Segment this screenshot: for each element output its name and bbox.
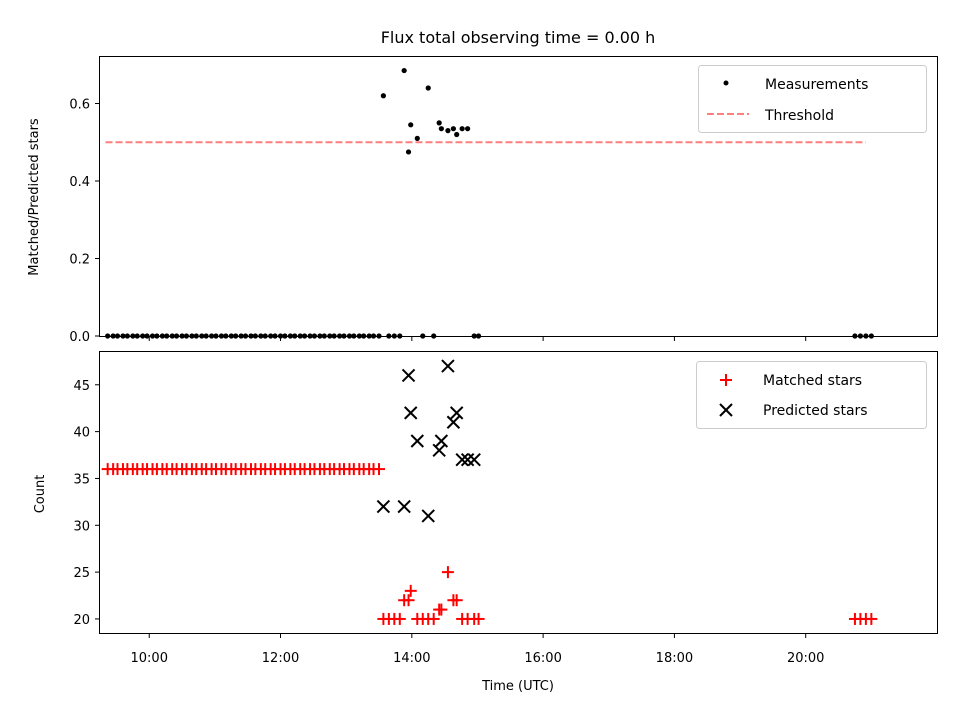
top-panel: 0.0 0.2 0.4 0.6 Matched/Predicted stars Mea… — [27, 56, 938, 345]
bottom-legend-box — [696, 361, 927, 429]
matched-star-point — [441, 566, 454, 579]
bottom-x-tick-label: 10:00 — [131, 651, 168, 666]
bottom-panel: 20 25 30 35 40 45 10:00 12:00 14:00 16:00 18:00 20… — [33, 351, 938, 694]
measurement-point — [425, 85, 431, 91]
bottom-plot-marks — [101, 359, 878, 625]
predicted-star-point — [449, 406, 464, 420]
legend-matched-label: Matched stars — [763, 373, 862, 389]
predicted-star-point — [376, 499, 391, 514]
predicted-star-point — [446, 415, 461, 429]
bottom-y-tick-label: 45 — [73, 379, 90, 394]
bottom-y-ticks: 20 25 30 35 40 45 — [73, 379, 100, 628]
bottom-y-tick-label: 25 — [73, 566, 90, 581]
legend-threshold-label: Threshold — [764, 108, 834, 124]
matched-star-point — [427, 612, 440, 625]
predicted-star-point — [421, 509, 435, 523]
measurement-point — [401, 67, 407, 74]
predicted-star-point — [467, 453, 481, 467]
legend-measurements-marker — [723, 80, 729, 86]
bottom-y-tick-label: 40 — [73, 426, 90, 441]
top-y-ticks: 0.0 0.2 0.4 0.6 — [69, 98, 100, 345]
matched-star-point — [450, 594, 463, 607]
matched-star-point — [472, 612, 485, 625]
x-axis-label: Time (UTC) — [481, 679, 554, 694]
predicted-star-point — [460, 453, 475, 467]
top-y-tick-label: 0.2 — [69, 253, 90, 268]
predicted-star-point — [410, 434, 425, 448]
predicted-star-point — [441, 359, 455, 373]
matched-star-point — [402, 594, 415, 607]
top-y-tick-label: 0.0 — [69, 330, 90, 345]
legend-predicted-label: Predicted stars — [763, 403, 868, 419]
bottom-x-tick-label: 12:00 — [262, 651, 299, 666]
bottom-x-ticks: 10:00 12:00 14:00 16:00 18:00 20:00 — [131, 633, 824, 666]
bottom-x-tick-label: 16:00 — [524, 651, 561, 666]
legend-measurements-label: Measurements — [765, 77, 868, 93]
predicted-star-point — [397, 499, 411, 514]
bottom-x-tick-label: 14:00 — [393, 651, 430, 666]
bottom-y-tick-label: 30 — [73, 519, 90, 534]
measurement-point — [465, 126, 471, 132]
measurement-point — [408, 122, 414, 128]
measurement-point — [380, 93, 386, 99]
bottom-x-tick-label: 20:00 — [787, 651, 824, 666]
measurement-point — [436, 120, 442, 126]
legend-predicted-marker — [719, 403, 733, 417]
bottom-axes-frame — [99, 351, 938, 634]
top-y-axis-label: Matched/Predicted stars — [27, 118, 42, 276]
top-y-tick-label: 0.6 — [69, 98, 90, 113]
predicted-star-point — [404, 406, 418, 420]
bottom-y-tick-label: 35 — [73, 472, 90, 487]
measurement-point — [445, 128, 451, 134]
bottom-x-tick-label: 18:00 — [656, 651, 693, 666]
measurement-point — [414, 135, 420, 141]
bottom-y-tick-label: 20 — [73, 613, 90, 628]
top-legend-box — [698, 65, 927, 133]
matched-star-point — [404, 584, 417, 597]
top-x-ticks — [148, 336, 807, 341]
predicted-star-point — [401, 368, 416, 383]
matched-star-point — [435, 603, 448, 616]
legend-matched-marker — [720, 374, 732, 386]
measurement-point — [405, 149, 412, 155]
top-axes-frame — [99, 56, 938, 337]
bottom-y-axis-label: Count — [33, 475, 48, 514]
matched-star-point — [865, 612, 878, 625]
chart-title: Flux total observing time = 0.00 h — [381, 28, 656, 47]
top-legend: Measurements Threshold — [698, 65, 927, 133]
predicted-star-point — [455, 453, 469, 467]
measurement-point — [459, 126, 465, 132]
measurement-point — [450, 126, 456, 132]
measurement-point — [454, 131, 460, 138]
matched-star-point — [373, 463, 385, 476]
predicted-star-point — [434, 434, 449, 448]
matched-star-point — [393, 612, 406, 625]
top-y-tick-label: 0.4 — [69, 175, 90, 190]
bottom-legend: Matched stars Predicted stars — [696, 361, 927, 429]
measurement-point — [438, 126, 444, 132]
